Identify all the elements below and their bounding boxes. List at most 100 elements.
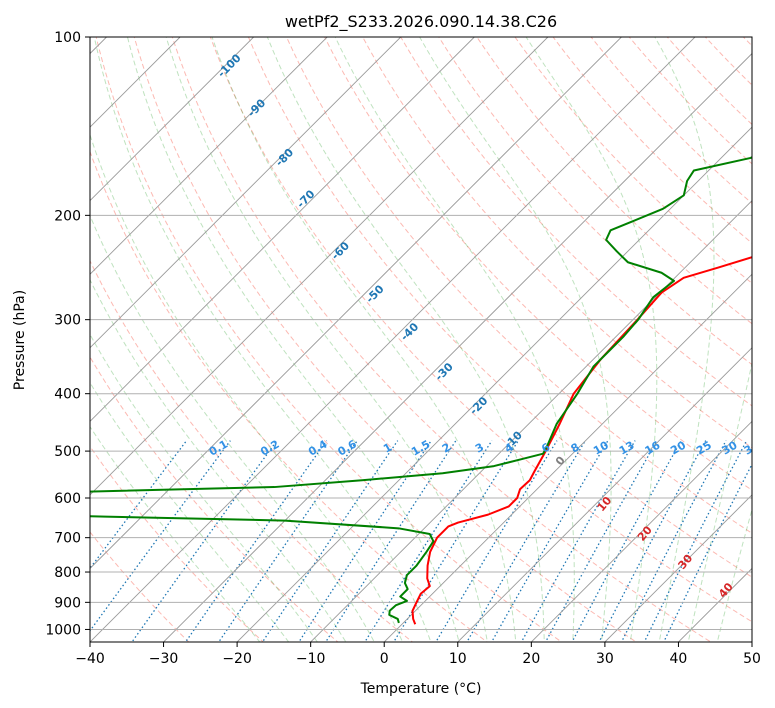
mixing-ratio-line bbox=[184, 440, 328, 642]
y-axis-ticks: 100 200 300 400 500 600 700 800 900 1000 bbox=[45, 30, 90, 638]
x-tick-label: 20 bbox=[522, 651, 540, 667]
y-axis-label: Pressure (hPa) bbox=[12, 290, 28, 390]
isotherm-label: -50 bbox=[363, 282, 386, 305]
mixing-ratio-label: 13 bbox=[617, 439, 637, 458]
moist-adiabat-line bbox=[90, 425, 261, 642]
mixing-ratio-line bbox=[131, 440, 278, 642]
moist-adiabat-line bbox=[126, 37, 460, 642]
isotherm-line bbox=[90, 37, 475, 422]
mixing-ratio-label: 8 bbox=[569, 441, 582, 456]
mixing-ratio-label: 36 bbox=[742, 438, 762, 457]
mixing-ratio-line bbox=[90, 440, 188, 570]
isotherm-line bbox=[457, 347, 752, 642]
moist-adiabat-line bbox=[90, 381, 290, 642]
x-axis-label: Temperature (°C) bbox=[360, 681, 482, 697]
y-tick-label: 400 bbox=[54, 387, 81, 403]
isotherm-line bbox=[163, 52, 752, 642]
isotherm-line bbox=[310, 200, 752, 642]
moist-adiabat-label: 20 bbox=[635, 523, 655, 543]
isotherm-lines bbox=[90, 37, 752, 642]
dry-adiabats bbox=[90, 37, 752, 642]
dry-adiabat-line bbox=[438, 37, 752, 366]
isotherm-label: -80 bbox=[273, 146, 296, 169]
x-tick-label: 30 bbox=[596, 651, 614, 667]
y-tick-label: 200 bbox=[54, 208, 81, 224]
dry-adiabat-line bbox=[90, 356, 339, 642]
mixing-ratio-label: 25 bbox=[694, 439, 714, 458]
y-tick-label: 800 bbox=[54, 565, 81, 581]
isotherm-line bbox=[90, 37, 696, 642]
mixing-ratio-line bbox=[392, 440, 519, 642]
isotherm-line bbox=[236, 126, 752, 642]
dry-adiabat-line bbox=[209, 37, 752, 623]
dry-adiabat-line bbox=[247, 37, 752, 578]
dewpoint-profile-line bbox=[90, 156, 752, 624]
isotherm-line bbox=[90, 37, 622, 570]
temperature-profile-line bbox=[411, 256, 752, 625]
y-tick-label: 1000 bbox=[45, 622, 81, 638]
dry-adiabat-line bbox=[590, 37, 752, 204]
dry-adiabat-line bbox=[476, 37, 752, 325]
mixing-ratio-line bbox=[663, 462, 752, 642]
moist-adiabat-line bbox=[334, 37, 575, 642]
mixing-ratio-label: 20 bbox=[668, 438, 688, 457]
isotherm-line bbox=[678, 567, 752, 642]
dry-adiabat-line bbox=[171, 37, 712, 642]
mixing-ratio-label: 1 bbox=[381, 441, 394, 456]
isotherm-line bbox=[90, 37, 254, 202]
isotherm-line bbox=[383, 273, 752, 642]
mixing-ratio-line bbox=[490, 440, 609, 642]
moist-adiabat-line bbox=[211, 37, 517, 642]
dry-adiabat-line bbox=[90, 531, 190, 642]
mixing-ratio-line bbox=[90, 440, 231, 632]
moist-adiabat-label: 0 bbox=[553, 454, 568, 468]
x-tick-label: −30 bbox=[149, 651, 179, 667]
moist-adiabat-line bbox=[687, 360, 752, 642]
x-tick-label: −20 bbox=[222, 651, 252, 667]
isotherm-label: -30 bbox=[433, 360, 456, 383]
dry-adiabat-line bbox=[743, 37, 752, 47]
moist-adiabat-line bbox=[266, 37, 545, 642]
mixing-ratio-line bbox=[571, 440, 682, 642]
moist-adiabat-line bbox=[90, 278, 347, 642]
dry-adiabat-line bbox=[628, 37, 752, 165]
mixing-ratio-line bbox=[520, 440, 636, 642]
isotherm-label: -20 bbox=[467, 394, 490, 417]
dry-adiabat-line bbox=[286, 37, 752, 534]
x-tick-label: 0 bbox=[380, 651, 389, 667]
isotherm-line bbox=[604, 494, 752, 642]
moist-adiabat-line bbox=[93, 37, 432, 642]
data-series bbox=[90, 156, 752, 625]
moist-adiabat-line bbox=[90, 214, 375, 642]
y-tick-label: 100 bbox=[54, 30, 81, 46]
moist-adiabat-line bbox=[90, 133, 404, 642]
chart-title: wetPf2_S233.2026.090.14.38.C26 bbox=[285, 12, 557, 32]
mixing-ratio-line bbox=[217, 440, 358, 642]
dry-adiabat-line bbox=[90, 445, 265, 642]
mixing-ratio-line bbox=[466, 440, 586, 642]
dry-adiabat-line bbox=[90, 259, 414, 642]
dry-adiabat-line bbox=[324, 37, 752, 491]
dry-adiabat-line bbox=[552, 37, 752, 244]
mixing-ratio-label: 30 bbox=[720, 438, 740, 457]
x-tick-label: 40 bbox=[670, 651, 688, 667]
plot-frame bbox=[89, 36, 753, 643]
moist-adiabat-line bbox=[419, 37, 612, 642]
isopleth-labels: -100-90-80-70-60-50-40-30-20-100.1 0.2 0.4… bbox=[207, 51, 762, 600]
y-tick-label: 500 bbox=[54, 444, 81, 460]
mixing-ratio-line bbox=[620, 440, 727, 642]
mixing-ratio-line bbox=[261, 440, 399, 642]
mixing-ratio-line bbox=[598, 440, 707, 642]
dry-adiabat-line bbox=[95, 37, 563, 642]
mixing-ratio-line bbox=[435, 440, 558, 642]
dry-adiabat-line bbox=[514, 37, 752, 284]
moist-adiabat-label: 10 bbox=[595, 494, 615, 514]
mixing-ratio-label: 0.6 bbox=[336, 437, 360, 458]
mixing-ratio-label: 1.5 bbox=[409, 438, 432, 459]
y-tick-label: 300 bbox=[54, 313, 81, 329]
mixing-ratio-label: 10 bbox=[591, 438, 611, 457]
isotherm-line bbox=[751, 641, 752, 642]
moist-adiabat-line bbox=[525, 37, 658, 642]
moist-adiabat-label: 40 bbox=[716, 580, 736, 600]
